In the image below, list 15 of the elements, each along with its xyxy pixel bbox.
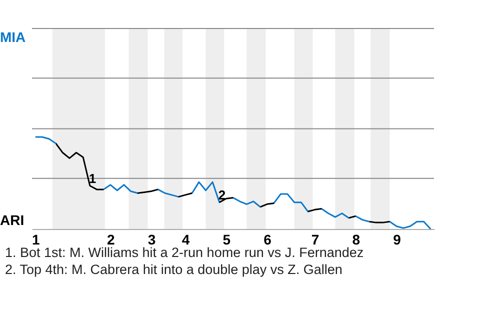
x-tick-label: 5 [222,232,231,248]
x-tick-label: 3 [148,232,156,248]
x-tick-label: 9 [393,232,402,248]
x-tick-label: 1 [32,232,40,248]
x-tick-label: 6 [264,232,272,248]
x-tick-label: 7 [311,232,320,248]
text: 2. Top 4th: M. Cabrera hit into a double play vs Z. Gallen [5,262,342,277]
annotation: 1 [88,170,96,186]
x-tick-label: 8 [352,232,360,248]
text: MIA [0,29,26,45]
text: 1. Bot 1st: M. Williams hit a 2-run home run vs J. Fernandez [5,245,364,260]
x-tick-label: 2 [106,232,115,248]
text: ARI [0,212,24,228]
annotation: 2 [218,187,226,202]
x-tick-label: 4 [182,232,190,248]
